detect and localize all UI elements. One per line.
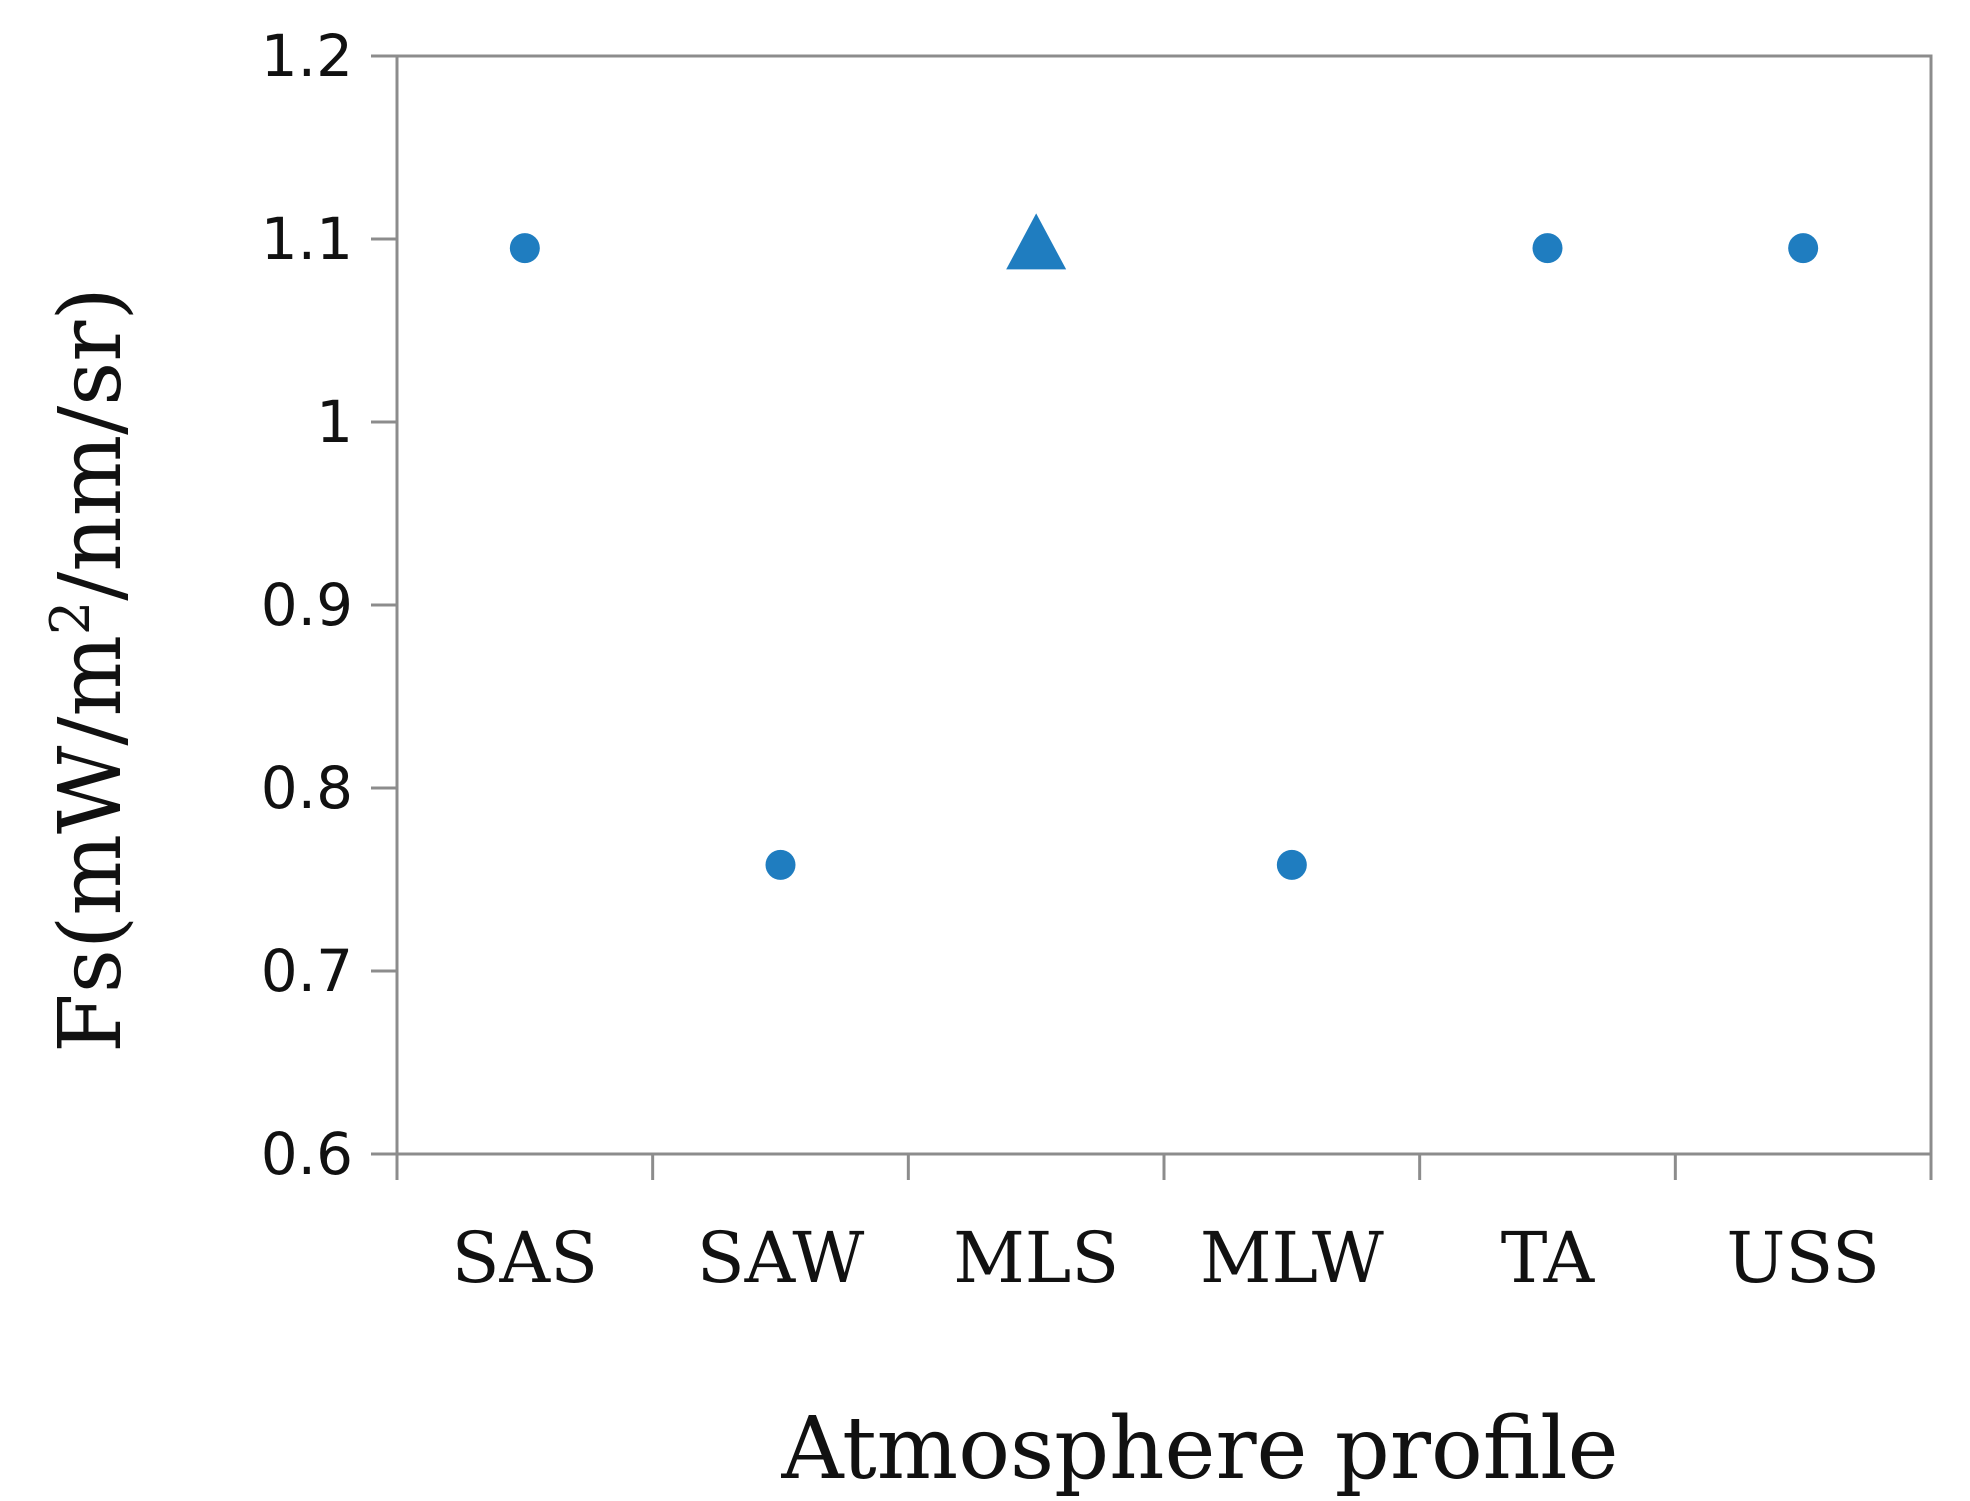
y-tick-label: 0.8 [261, 754, 353, 822]
data-point [1276, 849, 1307, 880]
y-tick-label: 0.9 [261, 571, 353, 639]
y-axis-title-superscript: 2 [39, 601, 102, 635]
y-axis-title-prefix: Fs(mW/m [41, 635, 141, 1053]
y-tick-label: 1 [316, 388, 353, 456]
data-point [765, 849, 796, 880]
data-point [509, 233, 540, 264]
x-tick-label: MLW [1200, 1217, 1384, 1299]
y-tick-label: 0.6 [261, 1120, 353, 1188]
y-axis-title-suffix: /nm/sr) [41, 287, 141, 601]
x-axis-title: Atmosphere profile [781, 1399, 1619, 1499]
x-axis-ticks: SAS SAW MLS MLW TA USS [395, 1154, 1933, 1299]
y-tick-label: 0.7 [261, 937, 353, 1005]
x-tick-label: MLS [953, 1217, 1119, 1299]
data-markers [509, 213, 1819, 880]
y-tick-label: 1.2 [261, 22, 353, 90]
y-axis-title: Fs(mW/m2/nm/sr) [39, 287, 142, 1053]
y-tick-label: 1.1 [261, 205, 353, 273]
data-point [1532, 233, 1563, 264]
x-tick-label: TA [1501, 1217, 1596, 1299]
x-tick-label: SAW [697, 1217, 865, 1299]
x-tick-label: USS [1726, 1217, 1880, 1299]
data-point-triangle [1006, 213, 1067, 270]
y-axis-ticks: 0.6 0.7 0.8 0.9 1 1.1 1.2 [261, 22, 397, 1188]
x-tick-label: SAS [452, 1217, 598, 1299]
plot-area [395, 54, 1933, 1156]
data-point [1788, 233, 1819, 264]
